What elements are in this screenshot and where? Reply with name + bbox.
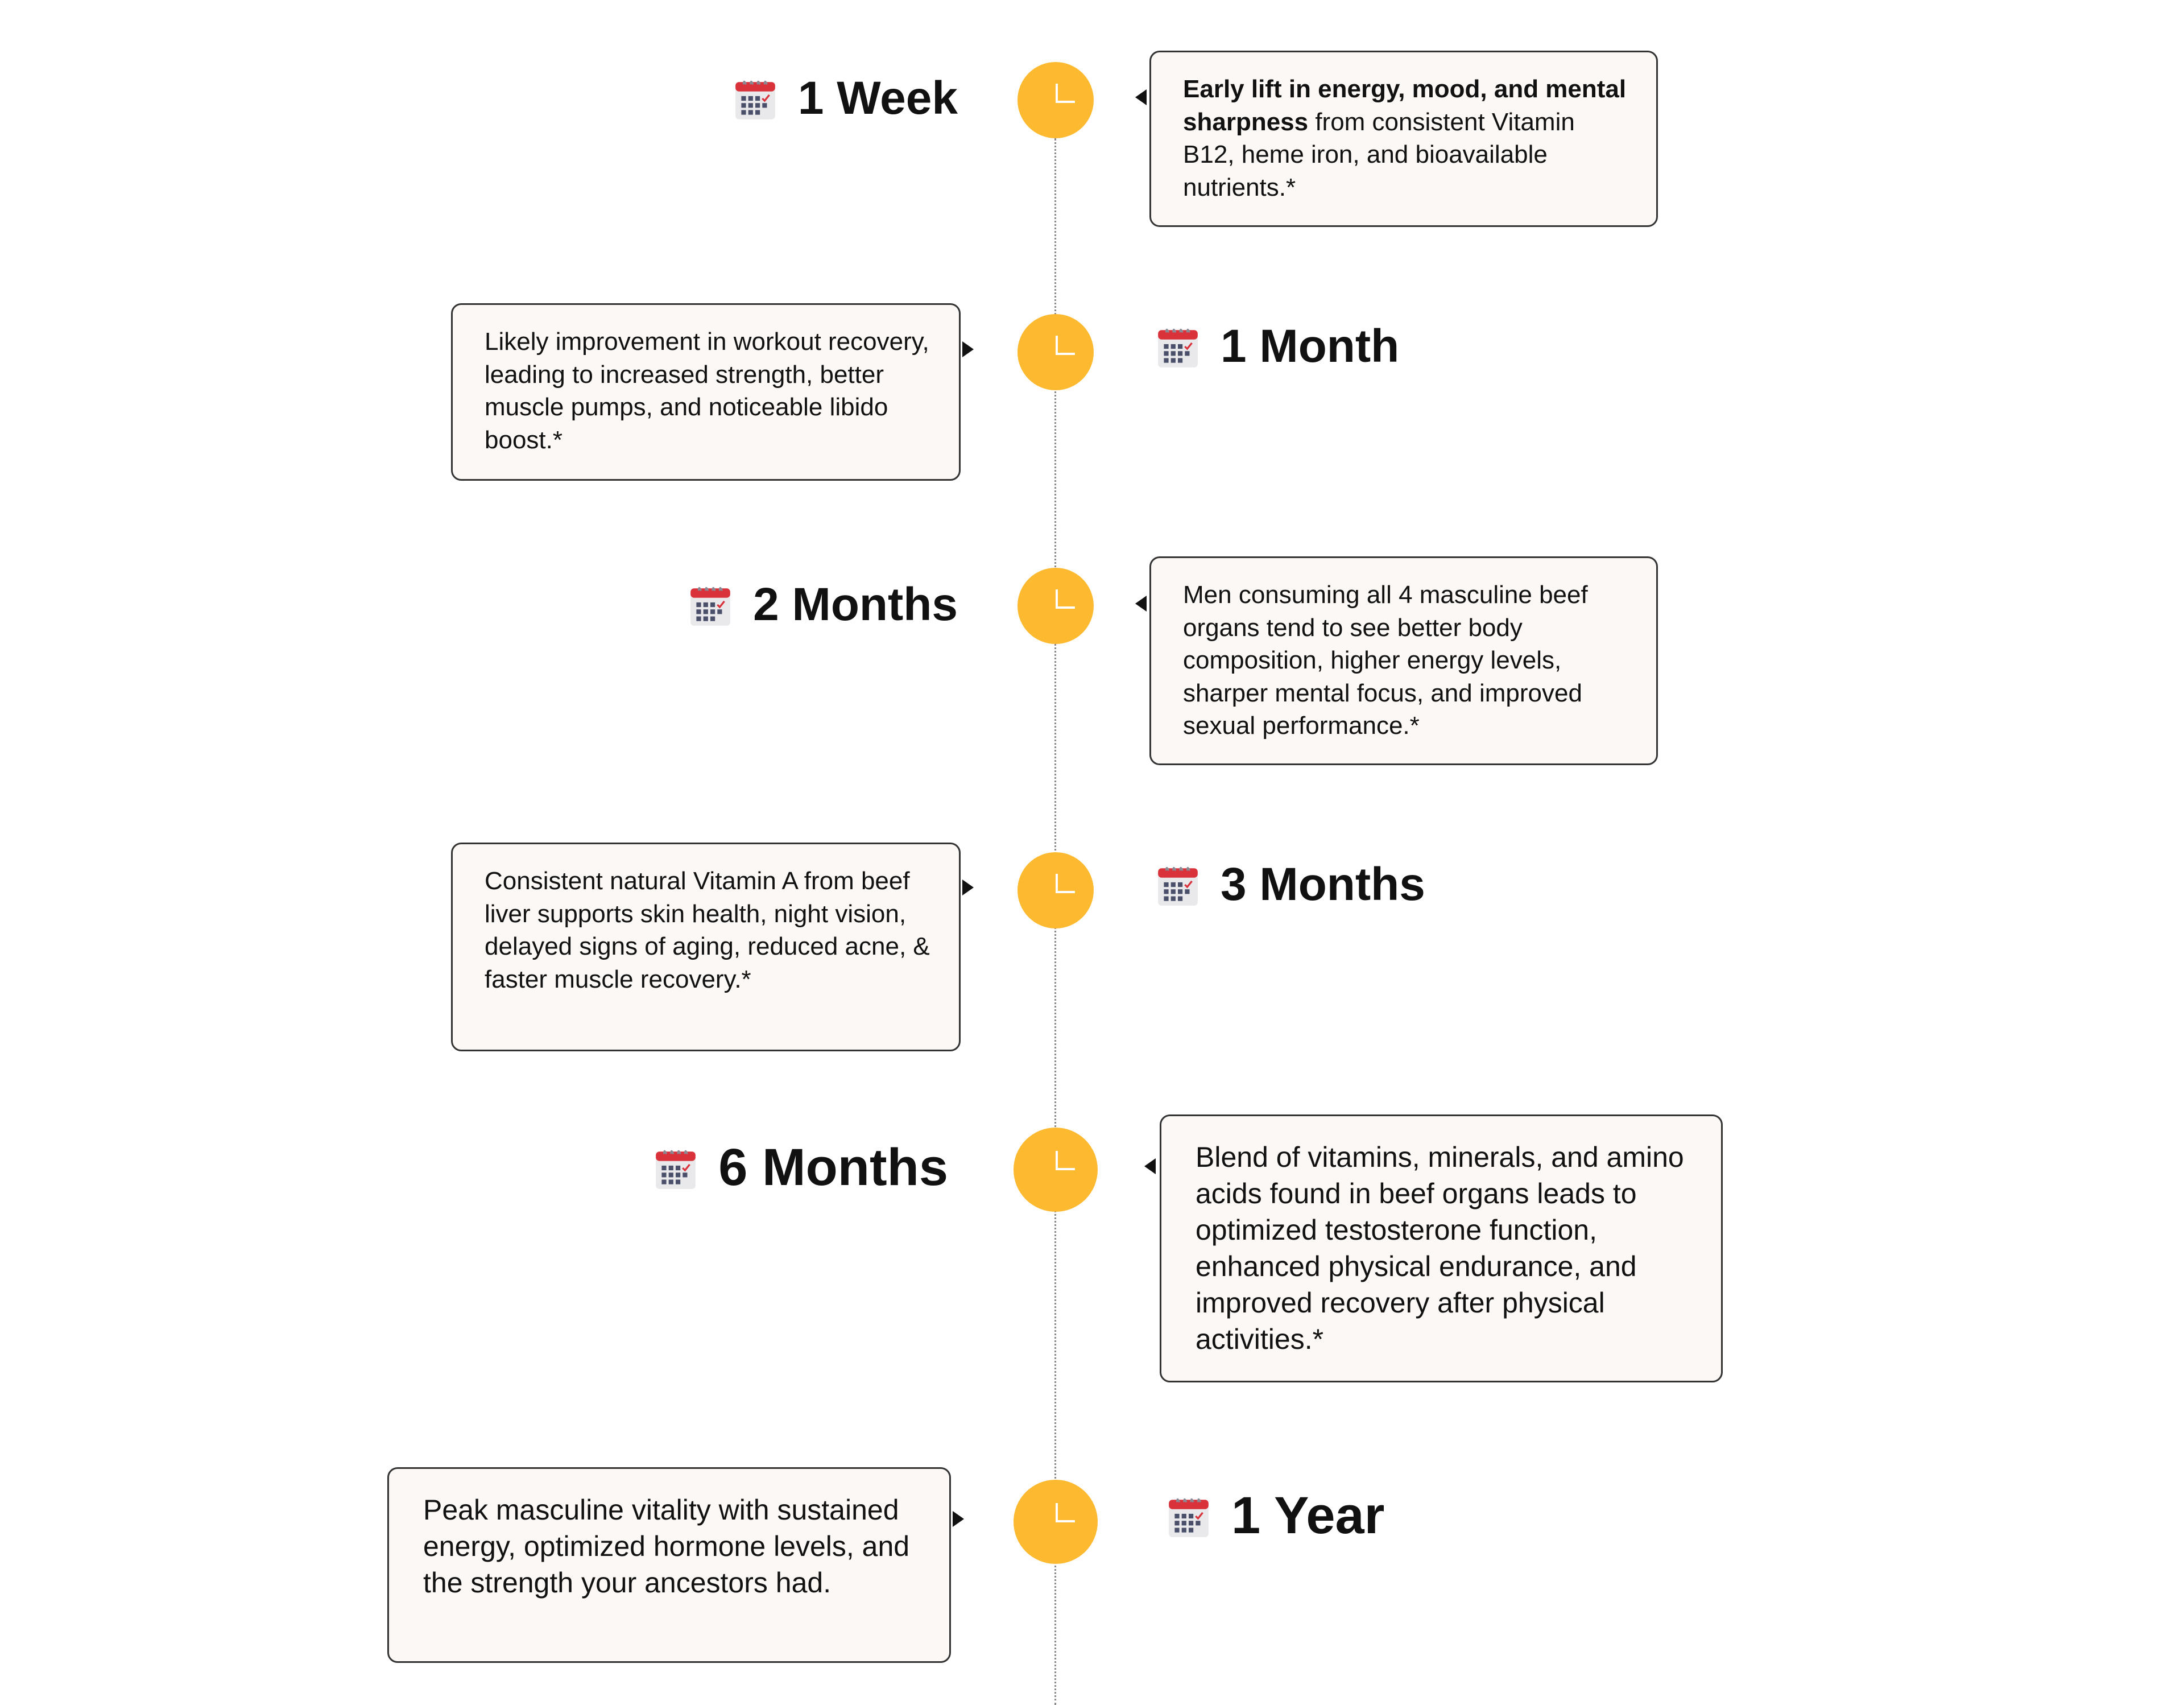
pointer-arrow-icon: [962, 341, 974, 357]
card-text: Men consuming all 4 masculine beef organ…: [1183, 581, 1588, 740]
calendar-icon: [690, 587, 730, 626]
milestone-label-text: 1 Year: [1231, 1487, 1385, 1545]
clock-icon: [1017, 62, 1094, 138]
card-text: from consistent Vitamin B12, heme iron, …: [1183, 108, 1575, 201]
clock-icon: [1017, 314, 1094, 390]
milestone-label-3-months: 3 Months: [1155, 858, 1425, 911]
milestone-label-text: 2 Months: [753, 579, 958, 630]
card-text: Consistent natural Vitamin A from beef l…: [485, 867, 930, 993]
pointer-arrow-icon: [1135, 89, 1147, 105]
calendar-icon: [1158, 328, 1198, 368]
calendar-icon: [1169, 1498, 1209, 1537]
milestone-label-1-year: 1 Year: [1165, 1486, 1385, 1546]
milestone-label-2-months: 2 Months: [687, 578, 958, 631]
pointer-arrow-icon: [953, 1511, 964, 1527]
milestone-label-text: 1 Week: [797, 72, 958, 124]
milestone-card-1-year: Peak masculine vitality with sustained e…: [387, 1467, 951, 1663]
milestone-card-3-months: Consistent natural Vitamin A from beef l…: [451, 843, 961, 1051]
calendar-icon: [1158, 866, 1198, 906]
milestone-card-2-months: Men consuming all 4 masculine beef organ…: [1149, 556, 1658, 765]
calendar-icon: [735, 80, 775, 119]
milestone-label-1-month: 1 Month: [1155, 320, 1399, 373]
milestone-label-text: 6 Months: [718, 1138, 948, 1196]
milestone-card-1-week: Early lift in energy, mood, and mental s…: [1149, 51, 1658, 227]
clock-icon: [1017, 568, 1094, 644]
milestone-label-text: 1 Month: [1221, 320, 1400, 372]
card-text: Blend of vitamins, minerals, and amino a…: [1196, 1141, 1684, 1355]
pointer-arrow-icon: [1135, 596, 1147, 612]
milestone-card-6-months: Blend of vitamins, minerals, and amino a…: [1160, 1114, 1723, 1382]
card-text: Peak masculine vitality with sustained e…: [423, 1494, 910, 1599]
pointer-arrow-icon: [1144, 1158, 1156, 1174]
card-text: Likely improvement in workout recovery, …: [485, 328, 929, 454]
clock-icon: [1017, 852, 1094, 928]
card-text-bold: Early lift in energy, mood, and mental s…: [1183, 75, 1627, 136]
milestone-label-6-months: 6 Months: [652, 1138, 948, 1198]
milestone-card-1-month: Likely improvement in workout recovery, …: [451, 303, 961, 481]
milestone-label-1-week: 1 Week: [732, 72, 958, 125]
milestone-label-text: 3 Months: [1221, 858, 1425, 910]
clock-icon: [1014, 1480, 1098, 1564]
pointer-arrow-icon: [962, 880, 974, 895]
calendar-icon: [656, 1150, 696, 1189]
clock-icon: [1014, 1128, 1098, 1212]
